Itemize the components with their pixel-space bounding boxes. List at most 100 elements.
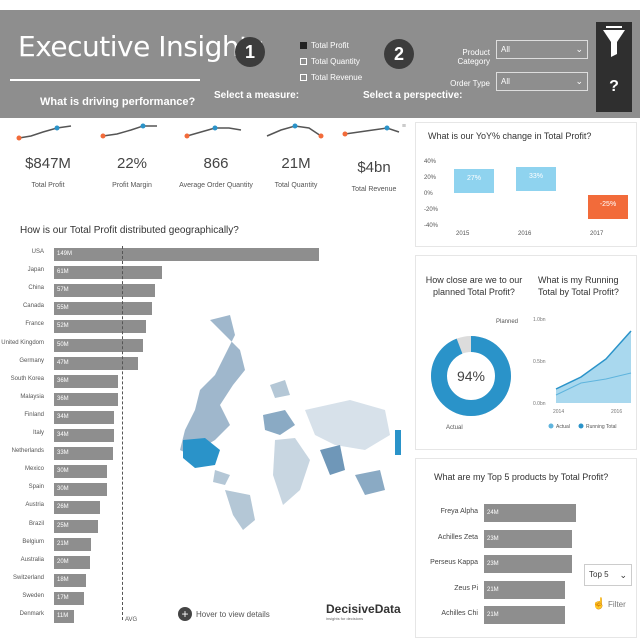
yoy-ytick: 0% xyxy=(424,191,433,197)
top5-row[interactable]: Freya Alpha 24M xyxy=(416,504,576,522)
geo-bar-row[interactable]: United Kingdom 50M xyxy=(0,338,330,353)
header-bar: Executive Insights What is driving perfo… xyxy=(0,10,640,118)
yoy-bar[interactable]: -25% xyxy=(588,195,628,219)
geo-bar-row[interactable]: Switzerland 18M xyxy=(0,573,330,588)
title-underline xyxy=(10,79,200,81)
geo-bar[interactable]: 36M xyxy=(54,392,118,406)
top5-bar[interactable]: 23M xyxy=(484,555,572,573)
geo-bar[interactable]: 52M xyxy=(54,320,146,334)
geo-bar[interactable]: 21M xyxy=(54,537,91,551)
top5-bar[interactable]: 21M xyxy=(484,580,565,599)
geo-bar[interactable]: 36M xyxy=(54,374,118,388)
measure-checkbox[interactable] xyxy=(300,58,307,65)
brand-name: DecisiveData xyxy=(326,602,401,616)
top5-row[interactable]: Perseus Kappa 23M xyxy=(416,555,576,573)
geo-bar[interactable]: 18M xyxy=(54,573,86,587)
geo-bar-row[interactable]: USA 149M xyxy=(0,248,330,262)
geo-bar[interactable]: 34M xyxy=(54,429,114,442)
help-filter-panel[interactable]: ? xyxy=(596,22,632,112)
geo-bar-row[interactable]: Canada 55M xyxy=(0,302,330,316)
country-label: Spain xyxy=(28,484,44,491)
geo-bar-row[interactable]: Spain 30M xyxy=(0,483,330,497)
order-type-label: Order Type xyxy=(450,79,490,88)
brand-tagline: insights for decisions xyxy=(326,616,364,621)
top-n-select[interactable]: Top 5 ⌄ xyxy=(584,564,632,586)
geo-bar-row[interactable]: Belgium 21M xyxy=(0,537,330,552)
measure-option-total-profit[interactable]: Total Profit xyxy=(300,41,349,50)
geo-bar-row[interactable]: Finland 34M xyxy=(0,410,330,425)
kpi-average-order-quantity: 866 Average Order Quantity xyxy=(176,120,256,189)
geo-bar-row[interactable]: Germany 47M xyxy=(0,356,330,371)
yoy-bar[interactable]: 27% xyxy=(454,169,494,193)
country-label: Australia xyxy=(20,556,44,563)
planned-donut[interactable]: 94% Planned Actual xyxy=(426,311,536,441)
legend-running-total: Running Total xyxy=(586,424,617,430)
geo-bar-row[interactable]: France 52M xyxy=(0,320,330,334)
top5-row[interactable]: Achilles Zeta 23M xyxy=(416,529,576,548)
top5-bar[interactable]: 21M xyxy=(484,606,565,624)
geo-bar-row[interactable]: South Korea 36M xyxy=(0,374,330,389)
geo-bar-row[interactable]: Italy 34M xyxy=(0,429,330,443)
geo-bar-row[interactable]: Mexico 30M xyxy=(0,465,330,479)
world-map[interactable] xyxy=(155,300,405,530)
geo-bar[interactable]: 61M xyxy=(54,266,162,280)
geo-bar[interactable]: 30M xyxy=(54,465,107,479)
measure-option-total-quantity[interactable]: Total Quantity xyxy=(300,57,360,66)
dropdown-value: All xyxy=(501,77,510,86)
geo-bar[interactable]: 50M xyxy=(54,338,143,352)
geo-bar-row[interactable]: Malaysia 36M xyxy=(0,392,330,407)
order-type-dropdown[interactable]: All ⌄ xyxy=(496,72,588,91)
running-ytick: 0.5bn xyxy=(533,359,546,365)
planned-label: Planned xyxy=(496,319,518,325)
geo-bar[interactable]: 149M xyxy=(54,248,319,261)
geo-bar[interactable]: 34M xyxy=(54,410,114,424)
top5-bar[interactable]: 24M xyxy=(484,504,576,522)
geo-bar-row[interactable]: Australia 20M xyxy=(0,555,330,570)
top5-row[interactable]: Achilles Chi 21M xyxy=(416,606,576,624)
running-total-chart[interactable]: 1.0bn 0.5bn 0.0bn 2014 2016 Actual Runni… xyxy=(531,311,636,431)
geo-bar-row[interactable]: China 57M xyxy=(0,284,330,298)
sparkline xyxy=(100,123,157,139)
page-title: Executive Insights xyxy=(18,30,264,63)
geo-bar-row[interactable]: Denmark 11M xyxy=(0,610,330,624)
yoy-xtick: 2016 xyxy=(518,231,532,237)
measure-option-total-revenue[interactable]: Total Revenue xyxy=(300,73,362,82)
geo-bar[interactable]: 26M xyxy=(54,501,100,515)
sparkline xyxy=(266,123,324,139)
measure-checkbox[interactable] xyxy=(300,42,307,49)
kpi-value: 866 xyxy=(203,155,229,172)
chevron-down-icon: ⌄ xyxy=(575,44,583,54)
help-icon[interactable]: ? xyxy=(609,78,619,95)
geo-bar[interactable]: 17M xyxy=(54,591,84,605)
geo-bar[interactable]: 57M xyxy=(54,284,155,298)
brand-logo: DecisiveData insights for decisions xyxy=(326,602,401,621)
step-2-label: Select a perspective: xyxy=(363,90,463,101)
geo-bar[interactable]: 55M xyxy=(54,302,152,316)
geo-bar-row[interactable]: Austria 26M xyxy=(0,501,330,515)
planned-running-panel: How close are we to our planned Total Pr… xyxy=(415,255,637,450)
geo-bar[interactable]: 47M xyxy=(54,356,138,370)
product-category-dropdown[interactable]: All ⌄ xyxy=(496,40,588,59)
yoy-bar[interactable]: 33% xyxy=(516,167,556,192)
kpi-label: Total Profit xyxy=(31,182,65,189)
geo-bar-row[interactable]: Netherlands 33M xyxy=(0,447,330,461)
measure-checkbox[interactable] xyxy=(300,74,307,81)
geo-bar-row[interactable]: Brazil 25M xyxy=(0,519,330,534)
legend-dot-actual xyxy=(548,423,554,429)
menu-lines-icon[interactable]: ≡ xyxy=(401,123,406,130)
geo-bar[interactable]: 30M xyxy=(54,483,107,497)
geo-bar[interactable]: 20M xyxy=(54,555,90,569)
geo-bar-row[interactable]: Japan 61M xyxy=(0,266,330,280)
geo-bar[interactable]: 33M xyxy=(54,447,113,461)
geo-bar[interactable]: 11M xyxy=(54,610,74,623)
geo-bar-row[interactable]: Sweden 17M xyxy=(0,591,330,606)
plus-icon[interactable]: + xyxy=(178,607,192,621)
top5-bar[interactable]: 23M xyxy=(484,529,572,548)
top5-row[interactable]: Zeus Pi 21M xyxy=(416,580,576,599)
legend-dot-running-total xyxy=(578,423,584,429)
product-label: Perseus Kappa xyxy=(430,559,478,566)
yoy-panel: What is our YoY% change in Total Profit?… xyxy=(415,122,637,247)
kpi-total-revenue: $4bn Total Revenue xyxy=(334,120,414,193)
geo-bar[interactable]: 25M xyxy=(54,519,98,533)
measure-label: Total Revenue xyxy=(311,73,363,82)
